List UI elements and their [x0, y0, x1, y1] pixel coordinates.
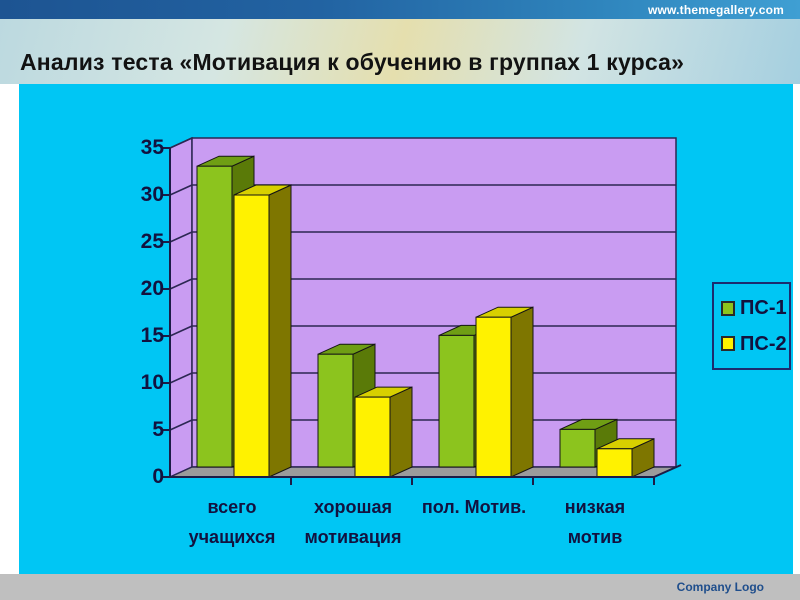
leftwall-grid-15 [169, 325, 193, 337]
bar-ps1-cat3-front [559, 428, 596, 468]
top-bar: www.themegallery.com [0, 0, 800, 19]
y-tick-label-25: 25 [140, 230, 164, 253]
y-tick-label-10: 10 [140, 371, 164, 394]
chart-panel: 0 5 10 15 20 25 30 35 всего учащихся хорошая мотив… [19, 84, 793, 574]
leftwall-grid-20 [169, 278, 193, 290]
bar-ps1-cat0-front [196, 165, 233, 468]
bar-ps1-cat1-front [317, 353, 354, 468]
y-tick-label-35: 35 [140, 136, 164, 159]
leftwall-grid-35 [169, 137, 193, 149]
y-tick-label-20: 20 [140, 277, 164, 300]
bar-ps2-cat3-front [596, 448, 633, 478]
legend-item-ps1: ПС-1 [721, 297, 789, 319]
x-category-label-2: пол. Мотив. [421, 497, 527, 517]
y-tick-label-0: 0 [152, 465, 164, 488]
bar-ps2-cat1-front [354, 396, 391, 478]
legend-swatch-ps1 [721, 300, 735, 316]
bar-chart-3d [161, 136, 682, 485]
chart-legend: ПС-1 ПС-2 [712, 282, 791, 370]
legend-label-ps2: ПС-2 [740, 332, 787, 355]
x-category-label-3: низкая мотив [564, 497, 626, 547]
slide-title: Анализ теста «Мотивация к обучению в гру… [20, 49, 685, 75]
bar-ps2-cat0-front [233, 194, 270, 478]
y-tick-label-30: 30 [140, 183, 164, 206]
x-axis-depth-line [653, 464, 682, 478]
title-area: Анализ теста «Мотивация к обучению в гру… [0, 19, 800, 84]
y-tick-label-5: 5 [152, 418, 164, 441]
leftwall-grid-5 [169, 419, 193, 431]
chart-left-wall [169, 136, 193, 479]
bar-ps2-cat0-side [268, 184, 292, 478]
legend-swatch-ps2 [721, 336, 735, 352]
leftwall-grid-25 [169, 231, 193, 243]
website-url[interactable]: www.themegallery.com [647, 2, 784, 17]
leftwall-grid-10 [169, 372, 193, 384]
bar-ps2-cat2-side [510, 306, 534, 478]
bar-ps2-cat1-side [389, 386, 413, 478]
legend-item-ps2: ПС-2 [721, 333, 789, 355]
legend-label-ps1: ПС-1 [740, 297, 787, 320]
company-logo-text: Company Logo [676, 580, 764, 594]
x-category-label-0: всего учащихся [188, 497, 276, 547]
x-category-label-1: хорошая мотивация [304, 497, 402, 547]
y-tick-label-15: 15 [140, 324, 164, 347]
leftwall-grid-30 [169, 184, 193, 196]
bar-ps2-cat2-front [475, 316, 512, 478]
bar-ps1-cat2-front [438, 334, 475, 468]
footer: Company Logo [0, 574, 800, 600]
